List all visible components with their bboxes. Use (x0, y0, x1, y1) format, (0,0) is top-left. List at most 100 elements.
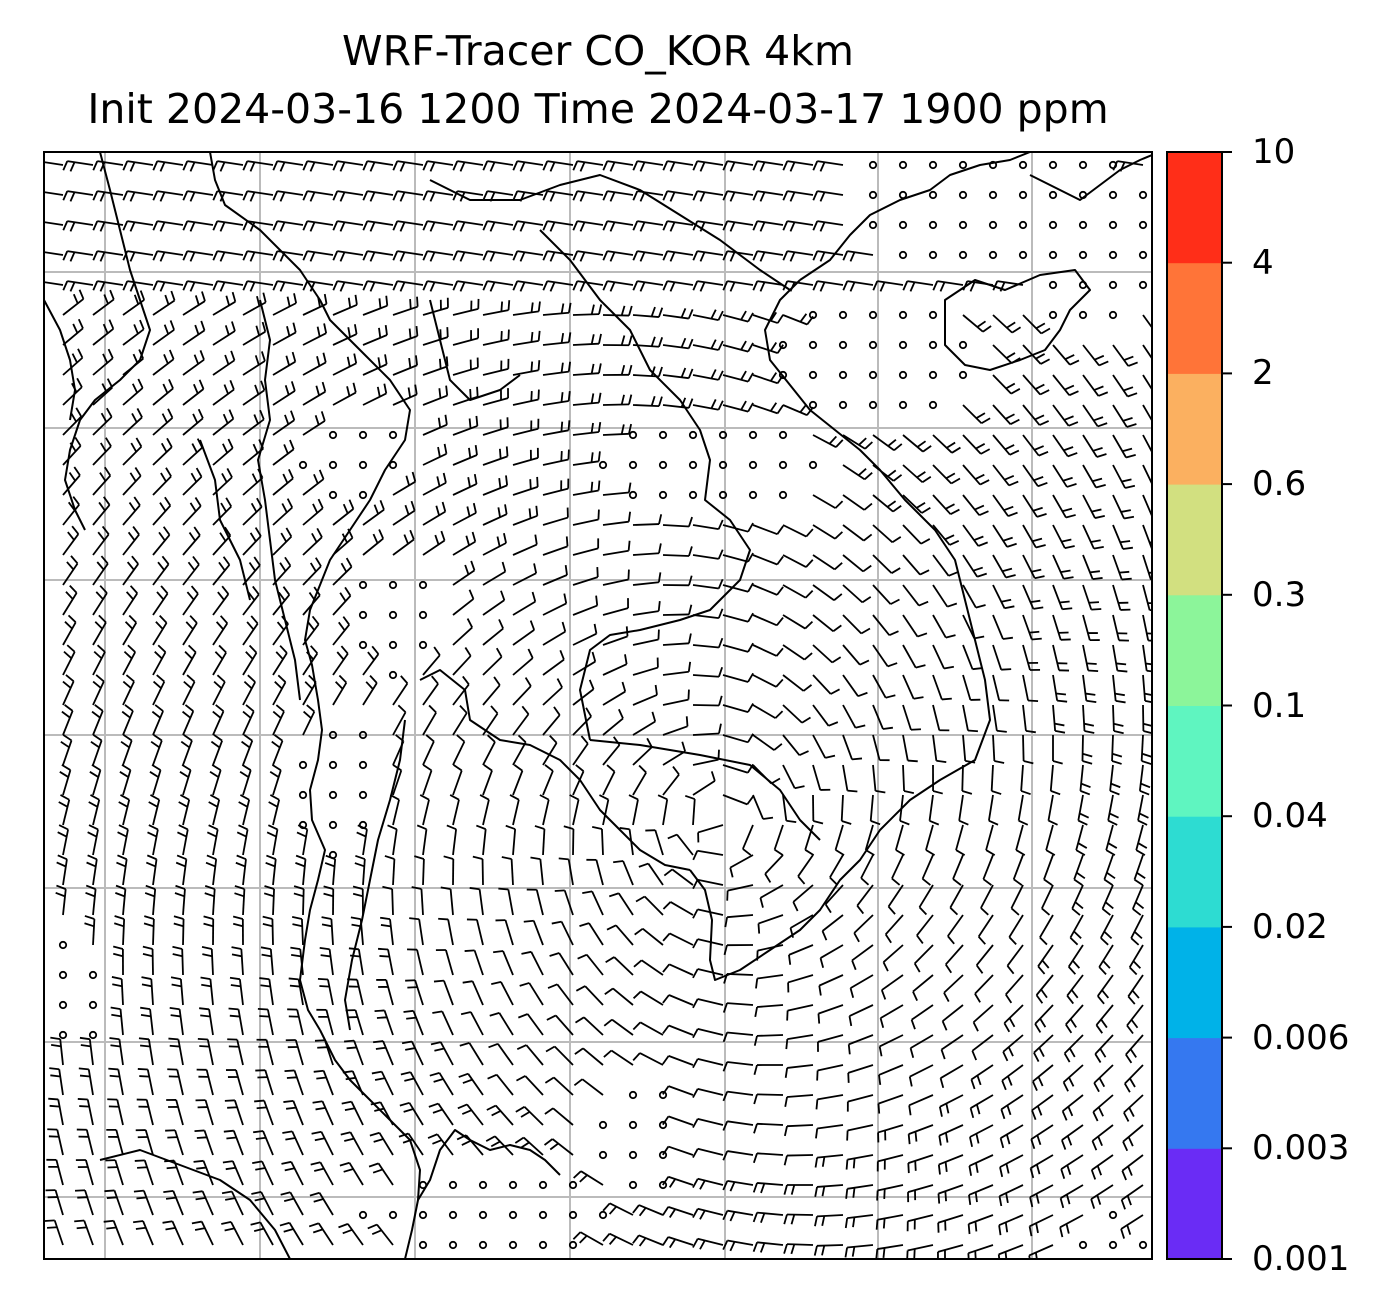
wind-barb (692, 998, 724, 1009)
wind-barb (182, 220, 214, 232)
wind-barb (1120, 1184, 1144, 1210)
wind-barb (667, 833, 694, 856)
colorbar-segment (1167, 1148, 1222, 1260)
wind-barb (92, 525, 110, 556)
calm-marker (868, 220, 878, 230)
wind-barb (212, 556, 231, 586)
wind-barb (722, 1209, 754, 1222)
wind-barb (606, 924, 634, 946)
wind-barb (392, 704, 407, 736)
wind-barb (980, 884, 994, 916)
wind-barb (884, 914, 904, 944)
wind-barb (1095, 1004, 1114, 1034)
wind-barb (975, 944, 994, 974)
calm-marker (928, 190, 938, 200)
wind-barb (392, 384, 418, 406)
calm-marker (628, 1150, 638, 1160)
map-background (44, 152, 1152, 1259)
wind-barb (842, 250, 874, 262)
wind-barb (632, 336, 664, 348)
wind-barb (759, 884, 784, 908)
wind-barb (913, 944, 934, 973)
wind-barb (85, 884, 97, 916)
wind-barb (932, 464, 961, 485)
wind-barb (961, 764, 973, 795)
wind-barb (512, 648, 534, 676)
wind-barb (662, 963, 694, 976)
wind-barb (1079, 764, 1091, 796)
wind-barb (1010, 884, 1024, 916)
wind-barb (44, 251, 64, 256)
wind-barb (206, 824, 219, 856)
wind-barb (141, 976, 154, 1006)
wind-barb (752, 584, 784, 596)
wind-barbs-layer (44, 160, 1152, 1259)
wind-barb (692, 399, 724, 411)
wind-barb (782, 704, 811, 724)
border-inland-1 (429, 174, 791, 291)
wind-barb (62, 436, 82, 466)
wind-barb (997, 1244, 1024, 1259)
wind-barb (586, 858, 604, 886)
wind-barb (122, 160, 154, 172)
wind-barb (272, 410, 296, 436)
wind-barb (1082, 554, 1103, 581)
wind-barb (203, 915, 215, 946)
wind-barb (572, 304, 603, 316)
wind-barb (613, 860, 634, 886)
wind-barb (435, 949, 454, 976)
wind-barb (452, 298, 480, 316)
wind-barb (422, 646, 441, 676)
wind-barb (377, 947, 394, 976)
wind-barb (92, 378, 114, 406)
wind-barb (414, 855, 425, 886)
calm-marker (898, 340, 908, 350)
wind-barb (392, 296, 419, 316)
wind-barb (602, 280, 634, 292)
calm-marker (1018, 250, 1028, 260)
wind-barb (1022, 674, 1039, 703)
wind-barb (348, 947, 364, 976)
wind-barb (632, 684, 658, 706)
calm-marker (658, 460, 668, 470)
wind-barb (512, 280, 544, 292)
wind-barb (169, 1007, 184, 1036)
wind-barb (1001, 1064, 1024, 1091)
wind-barb (572, 363, 602, 376)
wind-barb (152, 674, 166, 706)
wind-barb (254, 1099, 274, 1126)
wind-barb (918, 884, 934, 916)
wind-barb (452, 618, 473, 646)
wind-barb (487, 1073, 514, 1096)
coastline-indochina-west (209, 152, 411, 1031)
wind-barb (370, 1101, 394, 1126)
wind-barb (221, 1221, 244, 1246)
wind-barb (1052, 734, 1063, 765)
wind-barb (968, 1154, 994, 1176)
wind-barb (814, 1154, 844, 1168)
wind-barb (662, 575, 693, 587)
wind-barb (512, 591, 537, 616)
wind-barb (392, 675, 409, 706)
wind-barb (133, 1220, 154, 1246)
wind-barb (572, 623, 598, 646)
wind-barb (662, 160, 694, 172)
wind-barb (632, 160, 664, 172)
wind-barb (633, 959, 664, 976)
wind-barb (272, 704, 285, 736)
wind-barb (662, 1055, 694, 1066)
wind-barb (89, 764, 102, 796)
wind-barb (482, 734, 496, 766)
wind-barb (945, 944, 964, 974)
wind-barb (92, 280, 124, 292)
wind-barb (253, 1130, 274, 1156)
wind-barb (152, 160, 184, 172)
wind-barb (512, 447, 539, 466)
wind-barb (962, 644, 983, 671)
wind-barb (118, 794, 131, 826)
wind-barb (542, 478, 570, 496)
wind-barb (782, 280, 814, 292)
figure-subtitle: Init 2024-03-16 1200 Time 2024-03-17 190… (87, 85, 1109, 133)
wind-barb (152, 349, 175, 376)
wind-barb (302, 323, 328, 346)
